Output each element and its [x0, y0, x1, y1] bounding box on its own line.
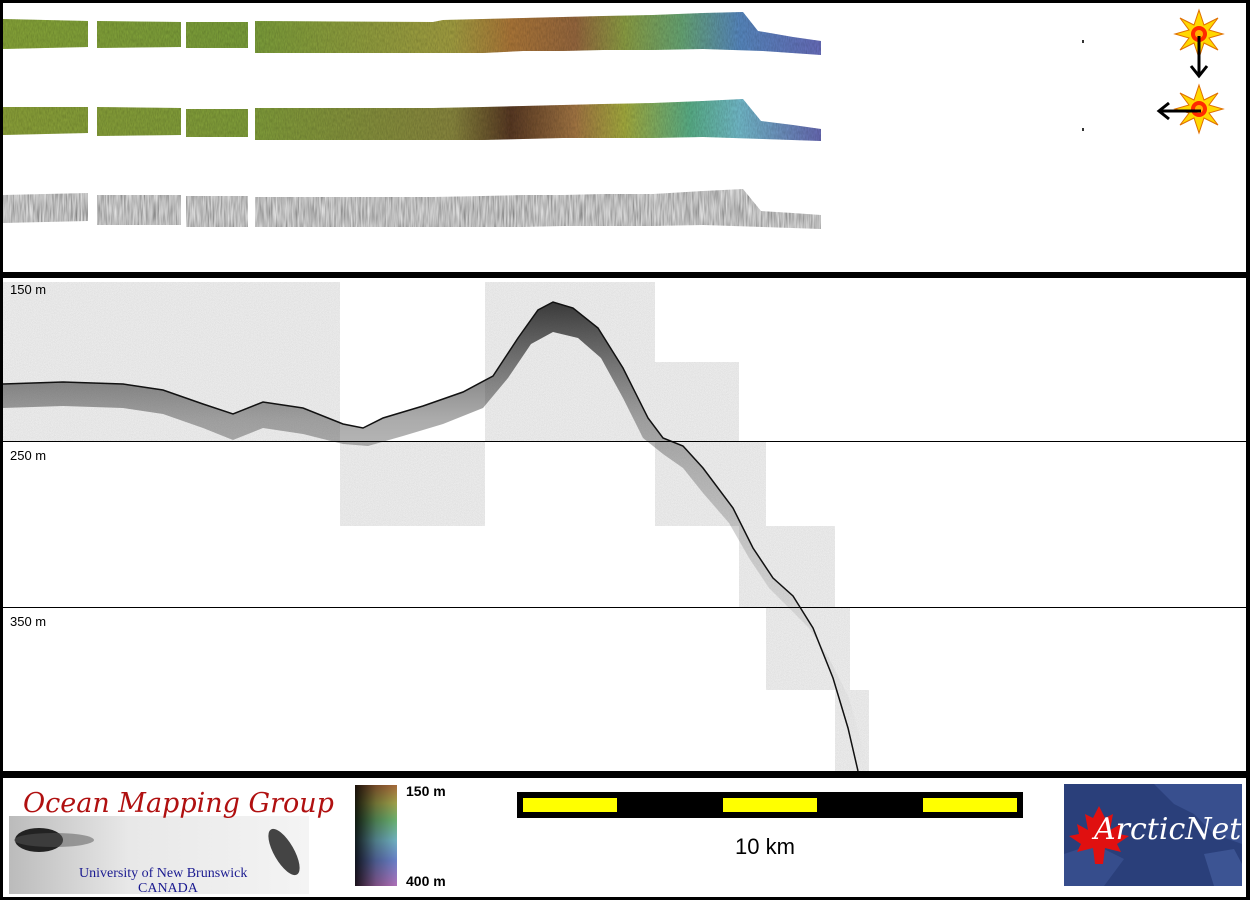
omg-title: Ocean Mapping Group: [23, 788, 334, 819]
ocean-mapping-group-logo: Ocean Mapping Group University of New Br…: [9, 782, 334, 896]
maple-leaf-icon: [1069, 806, 1129, 864]
bathymetry-strip-hillshade: [3, 12, 821, 55]
depth-label-150: 150 m: [10, 282, 47, 297]
legend-panel: Ocean Mapping Group University of New Br…: [3, 778, 1246, 897]
seafloor-profile: [3, 282, 1246, 771]
arcticnet-logo: ArcticNet: [1064, 784, 1242, 886]
omg-country: CANADA: [138, 881, 198, 896]
depth-label-350: 350 m: [10, 614, 47, 629]
omg-university: University of New Brunswick: [79, 866, 248, 881]
sun-arrow-down-icon: [1173, 8, 1225, 79]
seafloor-reflector: [3, 302, 869, 771]
backscatter-strip: [3, 189, 821, 229]
scale-bar-segment: [723, 798, 817, 812]
swath-panel: [3, 3, 1246, 272]
depth-colorbar: [355, 785, 397, 886]
speck: [1082, 128, 1084, 131]
arcticnet-text: ArcticNet: [1094, 812, 1242, 847]
profile-panel: 150 m 250 m 350 m: [3, 278, 1246, 771]
speck: [1082, 40, 1084, 43]
scale-bar-segment: [523, 798, 617, 812]
swath-strips: [3, 8, 1225, 229]
bathymetry-strip-color: [3, 99, 821, 141]
colorbar-bottom-label: 400 m: [406, 873, 446, 889]
sun-arrow-left-icon: [1156, 83, 1225, 135]
seafloor-line: [3, 301, 859, 771]
colorbar-top-label: 150 m: [406, 783, 446, 799]
scale-bar: [517, 792, 1023, 818]
arctic-map-image: [1064, 784, 1242, 886]
depth-label-250: 250 m: [10, 448, 47, 463]
sonar-sweep-image: [9, 816, 309, 894]
scale-bar-segment: [923, 798, 1017, 812]
scale-bar-label: 10 km: [735, 834, 795, 859]
